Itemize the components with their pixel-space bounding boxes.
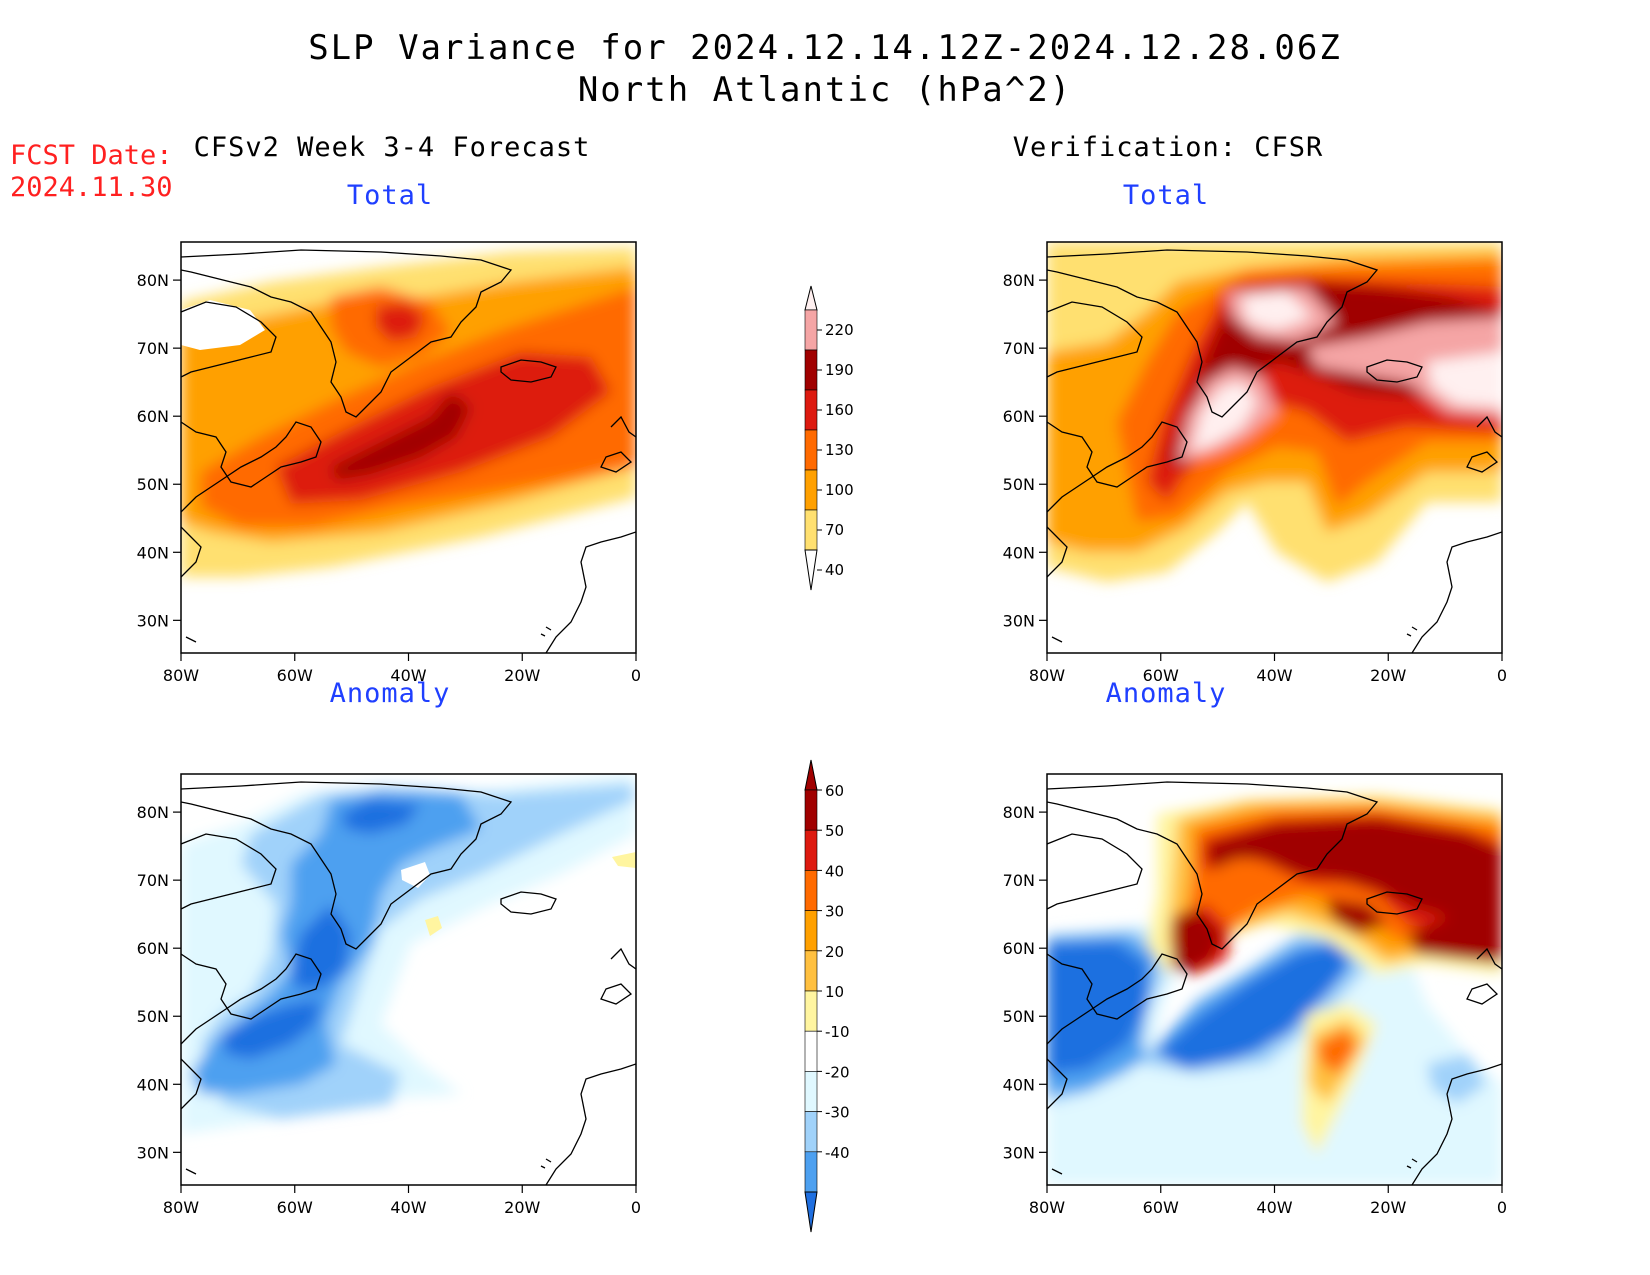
forecast-anomaly-lat-label: 30N bbox=[137, 1143, 169, 1162]
forecast-anomaly-lat-label: 70N bbox=[137, 871, 169, 890]
verification-total-contours bbox=[1047, 242, 1502, 582]
forecast-total-lat-label: 70N bbox=[137, 339, 169, 358]
chart-subtitle: North Atlantic (hPa^2) bbox=[577, 70, 1073, 110]
verification-total-lon-label: 40W bbox=[1256, 666, 1292, 685]
verification-anomaly-lat-label: 40N bbox=[1003, 1075, 1035, 1094]
verification-total-lat-label: 50N bbox=[1003, 475, 1035, 494]
total-colorbar-swatch bbox=[804, 389, 818, 431]
verification-anomaly-lon-label: 0 bbox=[1497, 1198, 1507, 1217]
forecast-total-map bbox=[180, 241, 637, 654]
forecast-total-lon-label: 60W bbox=[277, 666, 313, 685]
total-colorbar: 220 190 160 130 100 70 40 bbox=[804, 285, 854, 591]
anomaly-colorbar-swatch bbox=[804, 1151, 818, 1193]
forecast-total-lat-label: 60N bbox=[137, 407, 169, 426]
verification-total-lat-label: 60N bbox=[1003, 407, 1035, 426]
total-colorbar-swatch bbox=[804, 349, 818, 391]
anomaly-colorbar-label: 20 bbox=[825, 943, 844, 961]
fcst-date: FCST Date: 2024.11.30 bbox=[10, 140, 173, 204]
forecast-anomaly-title: Anomaly bbox=[329, 678, 451, 709]
total-colorbar-label: 190 bbox=[825, 361, 854, 379]
anomaly-colorbar-swatch bbox=[804, 1030, 818, 1072]
forecast-total-lon-label: 40W bbox=[390, 666, 426, 685]
forecast-anomaly-lat-label: 50N bbox=[137, 1007, 169, 1026]
fcst-date-value: 2024.11.30 bbox=[10, 172, 173, 203]
verification-total-lat-label: 40N bbox=[1003, 543, 1035, 562]
total-colorbar-label: 130 bbox=[825, 441, 854, 459]
anomaly-colorbar-swatch bbox=[804, 829, 818, 871]
verification-total-title: Total bbox=[1122, 180, 1210, 211]
forecast-total-lon-label: 20W bbox=[504, 666, 540, 685]
anomaly-colorbar-label: 10 bbox=[825, 983, 844, 1001]
anomaly-colorbar: 60 50 40 30 20 10 -10 -20 -30 -40 bbox=[804, 759, 850, 1233]
forecast-total-title: Total bbox=[346, 180, 434, 211]
forecast-total-lat-label: 50N bbox=[137, 475, 169, 494]
forecast-total-lat-label: 80N bbox=[137, 271, 169, 290]
forecast-column-title: CFSv2 Week 3-4 Forecast bbox=[193, 132, 591, 163]
total-colorbar-label: 100 bbox=[825, 481, 854, 499]
verification-total-lat-label: 70N bbox=[1003, 339, 1035, 358]
verification-anomaly-lon-label: 60W bbox=[1143, 1198, 1179, 1217]
total-colorbar-swatch bbox=[804, 509, 818, 551]
forecast-anomaly-map bbox=[180, 773, 637, 1186]
forecast-anomaly-lon-label: 80W bbox=[163, 1198, 199, 1217]
forecast-anomaly-lat-label: 40N bbox=[137, 1075, 169, 1094]
total-colorbar-swatch bbox=[804, 429, 818, 471]
forecast-total-lon-label: 80W bbox=[163, 666, 199, 685]
verification-anomaly-contours bbox=[1047, 794, 1502, 1185]
verification-total-lon-label: 0 bbox=[1497, 666, 1507, 685]
forecast-anomaly-lon-label: 40W bbox=[390, 1198, 426, 1217]
anomaly-colorbar-swatch bbox=[804, 1071, 818, 1112]
chart-title: SLP Variance for 2024.12.14.12Z-2024.12.… bbox=[308, 28, 1342, 68]
anomaly-colorbar-swatch bbox=[804, 950, 818, 992]
forecast-total-lat-label: 30N bbox=[137, 611, 169, 630]
forecast-anomaly-contours bbox=[181, 774, 636, 1134]
anomaly-colorbar-label: -10 bbox=[825, 1023, 850, 1041]
anomaly-colorbar-label: 30 bbox=[825, 903, 844, 921]
anomaly-colorbar-label: -40 bbox=[825, 1144, 850, 1162]
verification-anomaly-lat-label: 70N bbox=[1003, 871, 1035, 890]
forecast-anomaly-lon-label: 0 bbox=[631, 1198, 641, 1217]
anomaly-colorbar-label: -20 bbox=[825, 1063, 850, 1081]
total-colorbar-label: 70 bbox=[825, 521, 844, 539]
anomaly-colorbar-swatch bbox=[804, 1111, 818, 1153]
verification-anomaly-lon-label: 20W bbox=[1370, 1198, 1406, 1217]
verification-total-lat-label: 80N bbox=[1003, 271, 1035, 290]
anomaly-colorbar-swatch bbox=[804, 910, 818, 952]
verification-anomaly-lon-label: 80W bbox=[1029, 1198, 1065, 1217]
anomaly-colorbar-swatch bbox=[804, 990, 818, 1032]
verification-anomaly-lat-label: 50N bbox=[1003, 1007, 1035, 1026]
verification-total-map bbox=[1046, 241, 1503, 654]
verification-anomaly-lat-label: 80N bbox=[1003, 803, 1035, 822]
forecast-total-contours bbox=[181, 247, 636, 577]
anomaly-colorbar-label: 50 bbox=[825, 822, 844, 840]
verification-anomaly-map bbox=[1046, 773, 1503, 1186]
anomaly-colorbar-swatch bbox=[804, 789, 818, 831]
total-colorbar-label: 220 bbox=[825, 321, 854, 339]
verification-total-lat-label: 30N bbox=[1003, 611, 1035, 630]
verification-total-lon-label: 80W bbox=[1029, 666, 1065, 685]
total-colorbar-label: 40 bbox=[825, 561, 844, 579]
anomaly-colorbar-label: 40 bbox=[825, 862, 844, 880]
verification-total-lon-label: 20W bbox=[1370, 666, 1406, 685]
verification-total-lon-label: 60W bbox=[1143, 666, 1179, 685]
forecast-total-lat-label: 40N bbox=[137, 543, 169, 562]
anomaly-colorbar-label: -30 bbox=[825, 1104, 850, 1122]
forecast-anomaly-lon-label: 20W bbox=[504, 1198, 540, 1217]
forecast-anomaly-lon-label: 60W bbox=[277, 1198, 313, 1217]
verification-anomaly-title: Anomaly bbox=[1105, 678, 1227, 709]
verification-column-title: Verification: CFSR bbox=[1012, 132, 1324, 163]
anomaly-colorbar-swatch bbox=[804, 870, 818, 911]
forecast-anomaly-lat-label: 80N bbox=[137, 803, 169, 822]
forecast-total-lon-label: 0 bbox=[631, 666, 641, 685]
total-colorbar-label: 160 bbox=[825, 401, 854, 419]
anomaly-colorbar-label: 60 bbox=[825, 782, 844, 800]
verification-anomaly-lat-label: 30N bbox=[1003, 1143, 1035, 1162]
fcst-date-label: FCST Date: bbox=[10, 140, 173, 171]
verification-anomaly-lat-label: 60N bbox=[1003, 939, 1035, 958]
total-colorbar-swatch bbox=[804, 309, 818, 351]
forecast-anomaly-lat-label: 60N bbox=[137, 939, 169, 958]
total-colorbar-swatch bbox=[804, 469, 818, 511]
verification-anomaly-lon-label: 40W bbox=[1256, 1198, 1292, 1217]
